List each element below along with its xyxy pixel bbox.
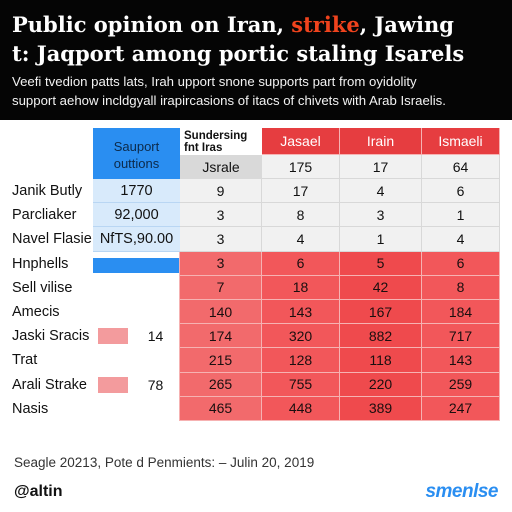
cell-2-1: 4 <box>262 227 340 252</box>
cell-1-3: 1 <box>422 203 500 228</box>
cell-4-0: 7 <box>180 275 262 300</box>
cell-3-3: 6 <box>422 251 500 276</box>
cell-4-3: 8 <box>422 275 500 300</box>
row-value-mark-8 <box>98 376 128 393</box>
author-handle: @altin <box>14 483 63 500</box>
cell-0-0: 9 <box>180 179 262 204</box>
title-line1-pre: Public opinion on Iran, <box>12 12 292 37</box>
corner-header-label: Sauport outtions <box>113 138 160 171</box>
subtitle-line2: support aehow incldgyall irapircasions o… <box>12 93 446 108</box>
row-value-6: 14 <box>147 328 164 345</box>
source-note: Seagle 20213, Pote d Penmients: – Julin … <box>14 455 315 470</box>
row-label-7: Trat <box>12 352 38 369</box>
cell-5-1: 143 <box>262 300 340 325</box>
cell-8-0: 265 <box>180 372 262 397</box>
cell-0-3: 6 <box>422 179 500 204</box>
cell-5-2: 167 <box>340 300 422 325</box>
row-label-4: Sell vilise <box>12 279 73 296</box>
cell-8-3: 259 <box>422 372 500 397</box>
title-line2: t: Jaqport among portic staling Isarels <box>12 41 465 66</box>
row-value-1: 92,000 <box>93 203 180 228</box>
cell-0-1: 17 <box>262 179 340 204</box>
cell-9-1: 448 <box>262 396 340 421</box>
cell-9-2: 389 <box>340 396 422 421</box>
cell-8-2: 220 <box>340 372 422 397</box>
row-value-mark-3 <box>93 257 180 273</box>
row-value-8: 78 <box>147 376 164 393</box>
sub-header: Sundersing fnt Iras <box>180 128 262 155</box>
row-label-2: Navel Flasie <box>12 231 92 248</box>
header-row-value-0: 175 <box>262 155 340 179</box>
cell-7-2: 118 <box>340 348 422 373</box>
cell-3-1: 6 <box>262 251 340 276</box>
subtitle-line1: Veefi tvedion patts lats, Irah upport sn… <box>12 74 417 89</box>
chart-subtitle: Veefi tvedion patts lats, Irah upport sn… <box>12 72 504 110</box>
cell-9-3: 247 <box>422 396 500 421</box>
cell-4-1: 18 <box>262 275 340 300</box>
row-label-0: Janik Butly <box>12 183 83 200</box>
cell-6-2: 882 <box>340 324 422 349</box>
row-label-8: Arali Strake <box>12 376 87 393</box>
cell-1-0: 3 <box>180 203 262 228</box>
cell-2-3: 4 <box>422 227 500 252</box>
cell-2-2: 1 <box>340 227 422 252</box>
cell-8-1: 755 <box>262 372 340 397</box>
cell-2-0: 3 <box>180 227 262 252</box>
chart-header: Public opinion on Iran, strike, Jawing t… <box>0 0 512 120</box>
row-label-1: Parcliaker <box>12 207 77 224</box>
row-value-mark-6 <box>98 328 128 345</box>
column-header-1: Irain <box>340 128 422 155</box>
brand-logo: smenlse <box>425 481 498 502</box>
row-label-3: Hnphells <box>12 255 69 272</box>
cell-5-0: 140 <box>180 300 262 325</box>
cell-6-0: 174 <box>180 324 262 349</box>
cell-3-2: 5 <box>340 251 422 276</box>
title-highlight: strike <box>291 12 360 37</box>
cell-4-2: 42 <box>340 275 422 300</box>
column-header-0: Jasael <box>262 128 340 155</box>
title-line1-post: , Jawing <box>359 12 454 37</box>
row-label-6: Jaski Sracis <box>12 328 90 345</box>
cell-5-3: 184 <box>422 300 500 325</box>
row-label-5: Amecis <box>12 304 60 321</box>
cell-6-3: 717 <box>422 324 500 349</box>
sub-header-label: Sundersing fnt Iras <box>184 129 248 154</box>
sub-header-value: Jsrale <box>180 155 262 179</box>
row-group-divider <box>179 251 180 421</box>
corner-header: Sauport outtions <box>93 128 180 181</box>
cell-6-1: 320 <box>262 324 340 349</box>
column-header-2: Ismaeli <box>422 128 500 155</box>
row-value-0: 1770 <box>93 179 180 204</box>
cell-0-2: 4 <box>340 179 422 204</box>
header-row-value-1: 17 <box>340 155 422 179</box>
cell-9-0: 465 <box>180 396 262 421</box>
chart-title: Public opinion on Iran, strike, Jawing t… <box>12 10 504 68</box>
header-row-value-2: 64 <box>422 155 500 179</box>
cell-3-0: 3 <box>180 251 262 276</box>
cell-7-3: 143 <box>422 348 500 373</box>
data-table: Sauport outtions Sundersing fnt Iras Jasae… <box>0 120 512 445</box>
row-value-2: NfTS,90.00 <box>93 227 180 252</box>
cell-7-0: 215 <box>180 348 262 373</box>
row-label-9: Nasis <box>12 400 49 417</box>
cell-7-1: 128 <box>262 348 340 373</box>
cell-1-1: 8 <box>262 203 340 228</box>
cell-1-2: 3 <box>340 203 422 228</box>
